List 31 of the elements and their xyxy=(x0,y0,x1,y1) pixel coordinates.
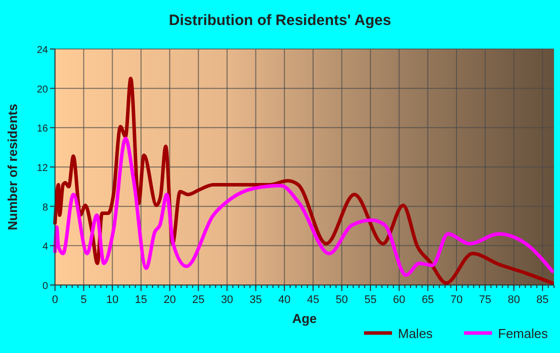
y-tick-label: 8 xyxy=(42,202,48,214)
y-tick-label: 0 xyxy=(42,281,48,292)
x-tick-label: 45 xyxy=(306,294,320,306)
x-tick-label: 70 xyxy=(450,294,463,306)
x-tick-label: 40 xyxy=(278,294,291,306)
x-tick-label: 65 xyxy=(422,294,434,306)
x-tick-label: 10 xyxy=(106,294,118,306)
x-tick-label: 60 xyxy=(393,294,406,306)
legend-label: Females xyxy=(498,326,548,341)
x-tick-label: 35 xyxy=(250,294,262,306)
x-tick-label: 55 xyxy=(364,294,377,306)
x-tick-label: 15 xyxy=(134,294,148,306)
x-tick-label: 80 xyxy=(508,294,520,306)
x-axis-title: Age xyxy=(292,311,317,326)
y-axis-title: Number of residents xyxy=(5,104,20,230)
x-tick-label: 5 xyxy=(80,294,87,306)
x-tick-label: 50 xyxy=(336,294,348,306)
y-tick-label: 24 xyxy=(36,45,48,56)
x-tick-label: 25 xyxy=(192,294,205,306)
x-tick-label: 75 xyxy=(479,294,492,306)
x-tick-label: 85 xyxy=(536,294,549,306)
y-tick-label: 12 xyxy=(36,163,48,174)
legend-label: Males xyxy=(398,326,434,341)
chart-title: Distribution of Residents' Ages xyxy=(168,12,392,29)
y-tick-label: 4 xyxy=(42,242,48,253)
line-series xyxy=(53,136,554,277)
y-tick-label: 16 xyxy=(36,124,48,135)
x-tick-label: 0 xyxy=(52,294,58,306)
x-tick-label: 20 xyxy=(164,294,176,306)
x-tick-label: 30 xyxy=(220,294,234,306)
y-tick-label: 20 xyxy=(36,84,48,96)
